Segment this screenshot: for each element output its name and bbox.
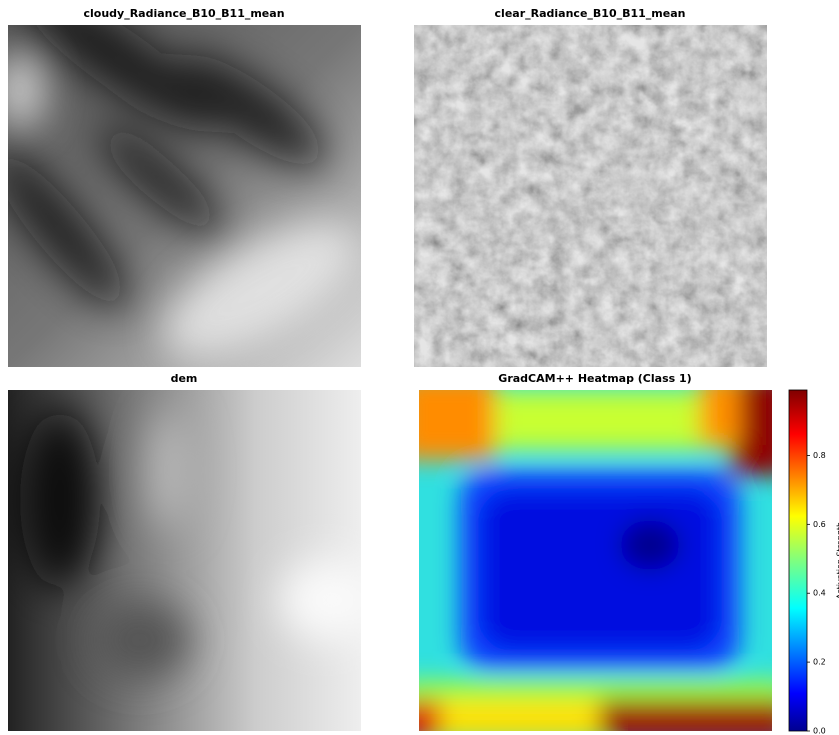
figure: cloudy_Radiance_B10_B11_mean clear_Radia… xyxy=(0,0,839,735)
clear-image xyxy=(414,25,767,367)
colorbar-tick-label: 0.2 xyxy=(813,658,826,667)
dem-image xyxy=(8,390,380,731)
colorbar-tick-label: 0.4 xyxy=(813,589,826,598)
panel-title: cloudy_Radiance_B10_B11_mean xyxy=(83,7,284,20)
colorbar xyxy=(789,390,807,731)
cloudy-image xyxy=(0,0,378,384)
panel-title: clear_Radiance_B10_B11_mean xyxy=(495,7,686,20)
colorbar-tick-label: 0.8 xyxy=(813,451,826,460)
colorbar-label: Activation Strength xyxy=(836,522,839,599)
panel-title: dem xyxy=(171,372,198,385)
colorbar-tick-label: 0.6 xyxy=(813,520,826,529)
colorbar-tick-label: 0.0 xyxy=(813,727,826,735)
panel-title: GradCAM++ Heatmap (Class 1) xyxy=(498,372,691,385)
heatmap-image xyxy=(400,375,790,735)
